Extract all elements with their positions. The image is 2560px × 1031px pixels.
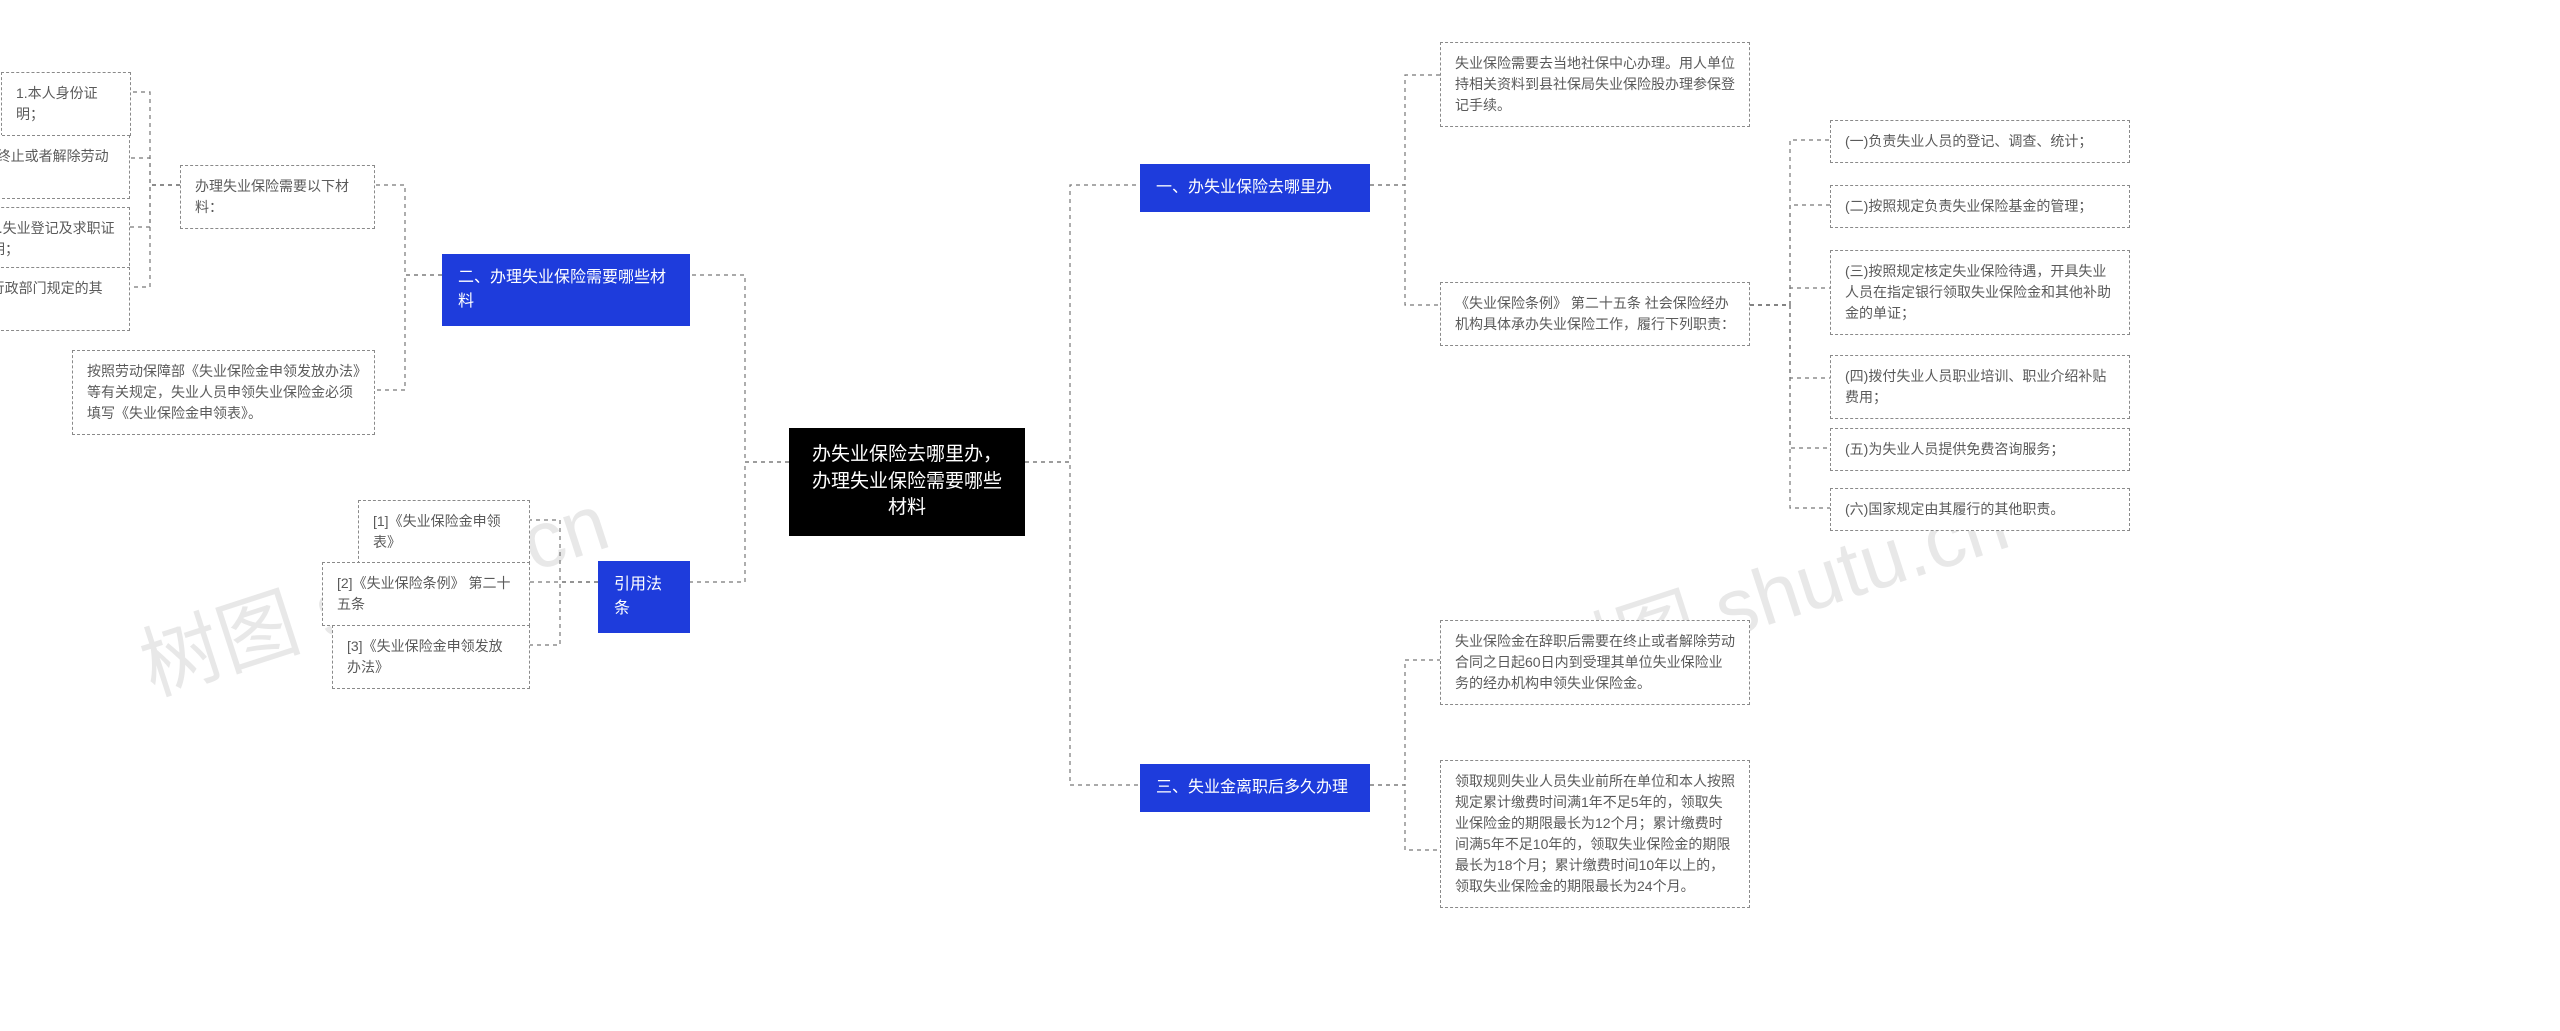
leaf-b1-2-3: (三)按照规定核定失业保险待遇，开具失业人员在指定银行领取失业保险金和其他补助金… (1830, 250, 2130, 335)
leaf-law-2: [2]《失业保险条例》 第二十五条 (322, 562, 530, 626)
leaf-b2-1-2: 2.所在单位出具的终止或者解除劳动合同的证明； (0, 135, 130, 199)
leaf-b1-2: 《失业保险条例》 第二十五条 社会保险经办机构具体承办失业保险工作，履行下列职责… (1440, 282, 1750, 346)
leaf-b3-1: 失业保险金在辞职后需要在终止或者解除劳动合同之日起60日内到受理其单位失业保险业… (1440, 620, 1750, 705)
leaf-law-1: [1]《失业保险金申领表》 (358, 500, 530, 564)
leaf-b2-2: 按照劳动保障部《失业保险金申领发放办法》等有关规定，失业人员申领失业保险金必须填… (72, 350, 375, 435)
branch-2: 二、办理失业保险需要哪些材料 (442, 254, 690, 326)
leaf-b2-1: 办理失业保险需要以下材料： (180, 165, 375, 229)
branch-law: 引用法条 (598, 561, 690, 633)
leaf-b1-2-6: (六)国家规定由其履行的其他职责。 (1830, 488, 2130, 531)
leaf-b2-1-4: 4.省级劳动保障行政部门规定的其他材料。 (0, 267, 130, 331)
leaf-b2-1-1: 1.本人身份证明； (1, 72, 131, 136)
leaf-law-3: [3]《失业保险金申领发放办法》 (332, 625, 530, 689)
branch-1: 一、办失业保险去哪里办 (1140, 164, 1370, 212)
leaf-b1-2-4: (四)拨付失业人员职业培训、职业介绍补贴费用； (1830, 355, 2130, 419)
branch-3: 三、失业金离职后多久办理 (1140, 764, 1370, 812)
leaf-b1-1: 失业保险需要去当地社保中心办理。用人单位持相关资料到县社保局失业保险股办理参保登… (1440, 42, 1750, 127)
leaf-b3-2: 领取规则失业人员失业前所在单位和本人按照规定累计缴费时间满1年不足5年的，领取失… (1440, 760, 1750, 908)
leaf-b1-2-1: (一)负责失业人员的登记、调查、统计； (1830, 120, 2130, 163)
leaf-b1-2-5: (五)为失业人员提供免费咨询服务； (1830, 428, 2130, 471)
leaf-b2-1-3: 3.失业登记及求职证明； (0, 207, 130, 271)
root-node: 办失业保险去哪里办，办理失业保险需要哪些材料 (789, 428, 1025, 536)
leaf-b1-2-2: (二)按照规定负责失业保险基金的管理； (1830, 185, 2130, 228)
